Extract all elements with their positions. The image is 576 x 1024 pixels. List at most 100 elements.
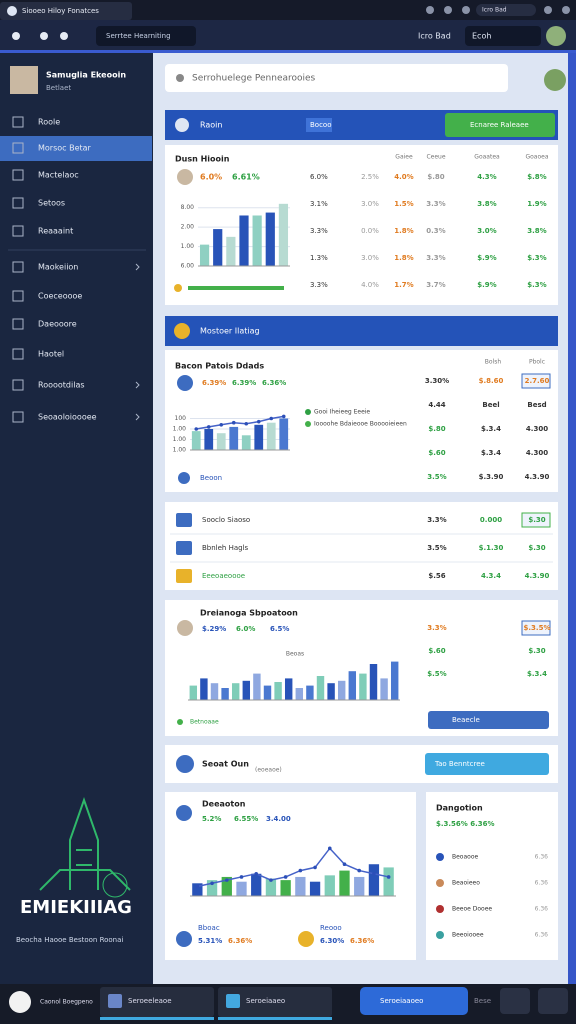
cell: 3.7% <box>426 281 445 289</box>
bar <box>242 680 251 700</box>
user-name: Samuglia Ekeooin <box>46 71 126 80</box>
task-item[interactable] <box>100 987 214 1017</box>
line-point <box>298 868 303 873</box>
menu-icon <box>12 169 24 181</box>
legend-dot <box>305 421 311 427</box>
row-label: Sooclo Siaoso <box>202 516 250 524</box>
bar <box>253 673 261 700</box>
bar <box>368 864 380 896</box>
cell: $.80 <box>428 425 445 433</box>
cell: 4.3.90 <box>525 473 550 481</box>
menu-item[interactable]: Mactelaoc <box>38 171 79 180</box>
cell: 4.3% <box>477 173 496 181</box>
cell: 6.0% <box>310 173 328 181</box>
stat: 6.36% <box>262 379 286 387</box>
tab-title: Siooeo Hiloy Fonatces <box>22 7 99 15</box>
menu-item[interactable]: Seoaoloioooee <box>38 413 97 422</box>
cell: $.3.4 <box>481 449 501 457</box>
stat: 6.55% <box>234 815 258 823</box>
button-label[interactable]: Beaecle <box>452 716 480 724</box>
button-label[interactable]: Ecnaree Raleaee <box>470 121 529 129</box>
start-label[interactable]: Caonol Boegpeno <box>40 999 93 1006</box>
avatar <box>177 169 193 185</box>
panel-note: (eoeaoe) <box>255 767 282 774</box>
menu-icon <box>12 225 24 237</box>
panel-button[interactable] <box>445 113 555 137</box>
bar <box>206 880 218 896</box>
avatar <box>177 620 193 636</box>
bar <box>295 688 304 700</box>
row-icon <box>436 931 444 939</box>
line-point <box>231 420 236 425</box>
menu-icon <box>12 261 24 273</box>
row-icon <box>436 853 444 861</box>
menu-item[interactable]: Morsoc Betar <box>38 144 92 153</box>
legend-dot <box>177 719 183 725</box>
panel <box>165 145 558 305</box>
highlight <box>521 373 551 389</box>
bar <box>221 876 232 896</box>
y-tick-label: 1.00 <box>173 447 187 454</box>
stat: 6.39% <box>232 379 256 387</box>
stat: 6.39% <box>202 379 226 387</box>
bar <box>221 688 229 700</box>
bar <box>252 215 262 266</box>
menu-item[interactable]: Rooootdilas <box>38 381 85 390</box>
menu-item[interactable]: Roole <box>38 118 60 127</box>
search-box[interactable] <box>165 64 508 92</box>
cell: 3.30% <box>425 377 449 385</box>
panel-icon <box>175 118 189 132</box>
tray-button[interactable] <box>538 988 568 1014</box>
y-tick-label: 8.00 <box>181 204 195 211</box>
cell: 6.36 <box>535 932 549 939</box>
cell: Beel <box>482 401 499 409</box>
panel <box>426 792 558 960</box>
address-bar[interactable] <box>96 26 196 46</box>
button-label[interactable]: Tao Benntcree <box>434 760 485 768</box>
cell: $.8.60 <box>479 377 504 385</box>
sidebar <box>0 53 153 984</box>
panel-button[interactable] <box>425 753 549 775</box>
line-point <box>206 425 211 429</box>
menu-item[interactable]: Setoos <box>38 199 65 208</box>
nav-accent <box>0 50 576 53</box>
bar <box>204 429 214 450</box>
menu-item[interactable]: Coeceoooe <box>38 292 82 301</box>
bar <box>265 212 275 266</box>
cell: $.9% <box>477 281 496 289</box>
search-button[interactable] <box>360 987 468 1015</box>
stat: 5.31% <box>198 937 222 945</box>
menu-item[interactable]: Reaaaint <box>38 227 73 236</box>
nav-search[interactable] <box>465 26 541 46</box>
search-label[interactable]: Seroeiaaoeo <box>380 997 423 1005</box>
cell: 4.0% <box>361 281 379 289</box>
menu-item[interactable]: Maokeiion <box>38 263 78 272</box>
task-label[interactable]: Seroeiaaeo <box>246 997 285 1005</box>
bar <box>226 236 236 266</box>
stat: $.3.56% 6.36% <box>436 820 495 828</box>
panel-button[interactable] <box>428 711 549 729</box>
tag <box>306 118 332 132</box>
cell: $.9% <box>477 254 496 262</box>
window-control <box>426 6 434 14</box>
bar <box>337 680 346 700</box>
row-icon <box>176 569 192 583</box>
stat: 5.2% <box>202 815 221 823</box>
task-item[interactable] <box>218 987 332 1017</box>
tab[interactable] <box>0 2 132 20</box>
menu-item[interactable]: Haotel <box>38 350 64 359</box>
row-label: Beeoe Dooee <box>452 906 492 913</box>
cell: 3.0% <box>361 200 379 208</box>
cell: 3.3% <box>426 254 445 262</box>
task-label[interactable]: Seroeeleaoe <box>128 997 172 1005</box>
app-icon <box>226 994 240 1008</box>
bar <box>278 203 289 266</box>
menu-item[interactable]: Daeooore <box>38 320 77 329</box>
row-icon <box>176 931 192 947</box>
cell: $.3.5% <box>524 624 551 632</box>
window-control <box>562 6 570 14</box>
tray-button[interactable] <box>500 988 530 1014</box>
row-label: Beaoieeo <box>452 880 480 887</box>
line-point <box>357 868 362 873</box>
bar <box>279 418 289 450</box>
